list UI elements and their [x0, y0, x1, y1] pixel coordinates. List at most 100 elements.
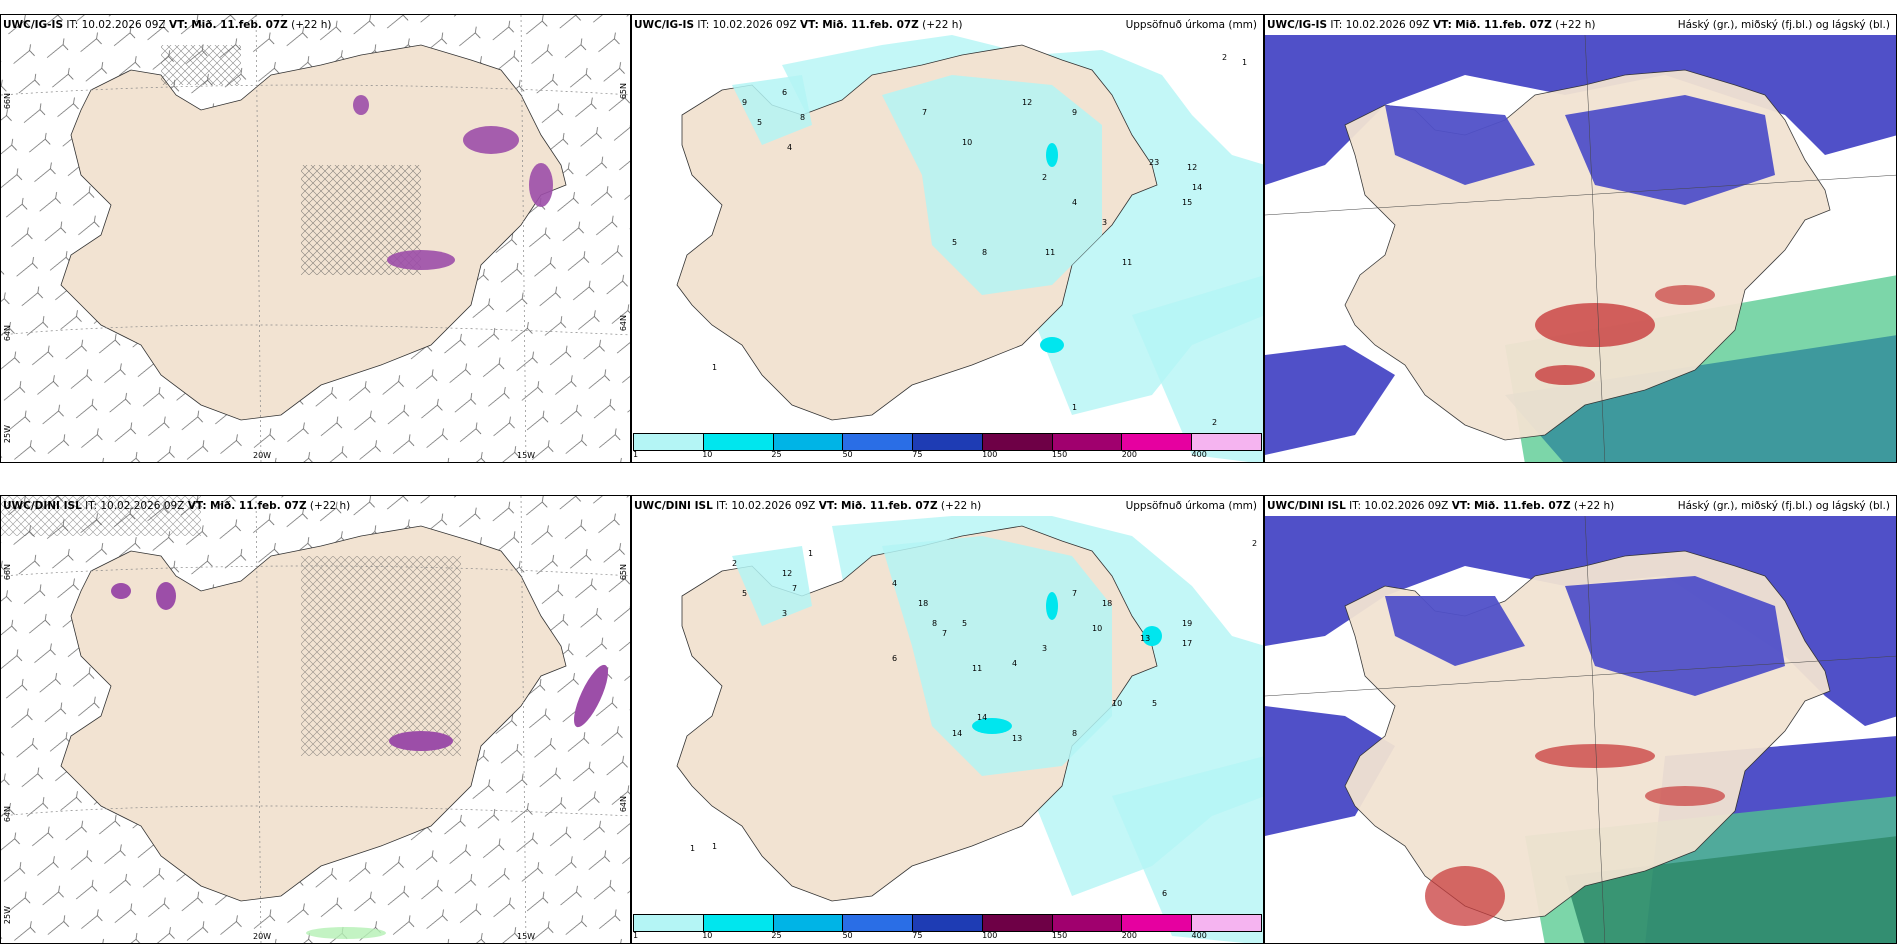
svg-text:13: 13	[1012, 734, 1022, 743]
svg-text:9: 9	[1072, 108, 1077, 117]
snow-cell	[529, 163, 553, 207]
colorbar-tick: 400	[1191, 450, 1207, 459]
svg-text:12: 12	[1187, 163, 1197, 172]
svg-text:7: 7	[942, 629, 947, 638]
svg-text:2: 2	[1042, 173, 1047, 182]
colorbar-swatch	[703, 434, 774, 450]
colorbar-tick: 10	[702, 931, 713, 940]
colorbar-tick: 100	[982, 931, 998, 940]
svg-text:1: 1	[690, 844, 695, 853]
lat-label: 66N	[3, 564, 12, 581]
svg-text:18: 18	[1102, 599, 1112, 608]
svg-text:8: 8	[932, 619, 937, 628]
svg-text:11: 11	[1045, 248, 1055, 257]
colorbar-swatches	[633, 914, 1262, 932]
svg-text:19: 19	[1182, 619, 1192, 628]
lon-label: 25W	[3, 906, 12, 925]
svg-text:2: 2	[1222, 53, 1227, 62]
snow-cell	[387, 250, 455, 270]
snow-cell	[574, 664, 608, 728]
lat-label: 64N	[3, 325, 12, 342]
lat-label: 65N	[619, 83, 628, 100]
svg-text:5: 5	[962, 619, 967, 628]
colorbar-swatch	[1122, 434, 1193, 450]
colorbar-tick: 50	[842, 450, 853, 459]
cloud-map	[1265, 34, 1896, 462]
colorbar-swatch	[1122, 915, 1193, 931]
precip-map: 9 6 4 8 5 7 10 12 9 23 12 14 15 2 4 3 11…	[676, 35, 1263, 462]
colorbar-swatch	[634, 434, 704, 450]
colorbar-swatch	[1052, 434, 1123, 450]
snow-cell	[353, 95, 369, 115]
cloud-panel-igis: UWC/IG-IS IT: 10.02.2026 09Z VT: Mið. 11…	[1264, 14, 1897, 463]
svg-text:1: 1	[712, 842, 717, 851]
precip-map: 2 5 12 7 3 1 4 18 8 7 6 5 11 4 3 7 10 18…	[676, 516, 1263, 943]
colorbar-swatch	[1192, 915, 1262, 931]
colorbar-swatch	[843, 434, 914, 450]
cloud-map	[1265, 515, 1896, 943]
lon-label: 15W	[517, 451, 536, 460]
svg-text:1: 1	[1242, 58, 1247, 67]
colorbar: 1 10 25 50 75 100 150 200 400	[633, 431, 1262, 461]
precip-panel-dini: UWC/DINI ISL IT: 10.02.2026 09Z VT: Mið.…	[631, 495, 1264, 944]
svg-text:18: 18	[918, 599, 928, 608]
colorbar-tick: 10	[702, 450, 713, 459]
lon-label: 15W	[517, 932, 536, 941]
wind-panel-dini: UWC/DINI ISL IT: 10.02.2026 09Z VT: Mið.…	[0, 495, 631, 944]
colorbar-swatch	[913, 434, 983, 450]
lat-label: 65N	[619, 564, 628, 581]
colorbar-swatches	[633, 433, 1262, 451]
precip-panel-igis: UWC/IG-IS IT: 10.02.2026 09Z VT: Mið. 11…	[631, 14, 1264, 463]
svg-text:15: 15	[1182, 198, 1192, 207]
svg-text:4: 4	[1012, 659, 1017, 668]
snow-cell	[156, 582, 176, 610]
cloud-title: Háský (gr.), miðský (fj.bl.) og lágský (…	[1677, 19, 1890, 31]
svg-text:3: 3	[1042, 644, 1047, 653]
colorbar-tick: 25	[771, 450, 782, 459]
svg-text:3: 3	[782, 609, 787, 618]
svg-text:23: 23	[1149, 158, 1159, 167]
svg-text:5: 5	[1152, 699, 1157, 708]
panel-title: UWC/IG-IS IT: 10.02.2026 09Z VT: Mið. 11…	[1267, 19, 1596, 31]
svg-text:10: 10	[1112, 699, 1122, 708]
svg-text:1: 1	[808, 549, 813, 558]
colorbar-swatch	[913, 915, 983, 931]
svg-text:12: 12	[1022, 98, 1032, 107]
panel-title: UWC/DINI ISL IT: 10.02.2026 09Z VT: Mið.…	[634, 500, 982, 512]
svg-text:14: 14	[977, 713, 987, 722]
colorbar-tick: 150	[1051, 931, 1068, 940]
colorbar-swatch	[843, 915, 914, 931]
svg-text:5: 5	[757, 118, 762, 127]
svg-text:2: 2	[732, 559, 737, 568]
precip-title: Uppsöfnuð úrkoma (mm)	[1125, 500, 1257, 512]
precip-value-labels: 9 6 4 8 5 7 10 12 9 23 12 14 15 2 4 3 11…	[712, 53, 1247, 427]
svg-text:4: 4	[1072, 198, 1077, 207]
colorbar-tick: 1	[633, 450, 639, 459]
colorbar-tick: 75	[912, 450, 923, 459]
lat-label: 64N	[619, 796, 628, 813]
colorbar-swatch	[1052, 915, 1123, 931]
snow-cell	[463, 126, 519, 154]
wind-panel-igis: UWC/IG-IS IT: 10.02.2026 09Z VT: Mið. 11…	[0, 14, 631, 463]
svg-text:5: 5	[952, 238, 957, 247]
colorbar-swatch	[773, 434, 844, 450]
colorbar-tick: 75	[912, 931, 923, 940]
colorbar: 1 10 25 50 75 100 150 200 400	[633, 912, 1262, 942]
panel-title: UWC/DINI ISL IT: 10.02.2026 09Z VT: Mið.…	[1267, 500, 1615, 512]
precip-value-labels: 2 5 12 7 3 1 4 18 8 7 6 5 11 4 3 7 10 18…	[690, 539, 1257, 898]
svg-text:10: 10	[962, 138, 972, 147]
svg-text:8: 8	[1072, 729, 1077, 738]
svg-text:11: 11	[1122, 258, 1132, 267]
colorbar-swatch	[982, 434, 1053, 450]
svg-text:13: 13	[1140, 634, 1150, 643]
colorbar-swatch	[1192, 434, 1262, 450]
colorbar-tick: 100	[982, 450, 998, 459]
svg-text:6: 6	[1162, 889, 1167, 898]
colorbar-tick: 1	[633, 931, 639, 940]
svg-text:1: 1	[1072, 403, 1077, 412]
panel-title: UWC/IG-IS IT: 10.02.2026 09Z VT: Mið. 11…	[3, 19, 332, 31]
cloud-title: Háský (gr.), miðský (fj.bl.) og lágský (…	[1677, 500, 1890, 512]
svg-text:4: 4	[892, 579, 897, 588]
colorbar-swatch	[634, 915, 704, 931]
panel-title: UWC/DINI ISL IT: 10.02.2026 09Z VT: Mið.…	[3, 500, 351, 512]
